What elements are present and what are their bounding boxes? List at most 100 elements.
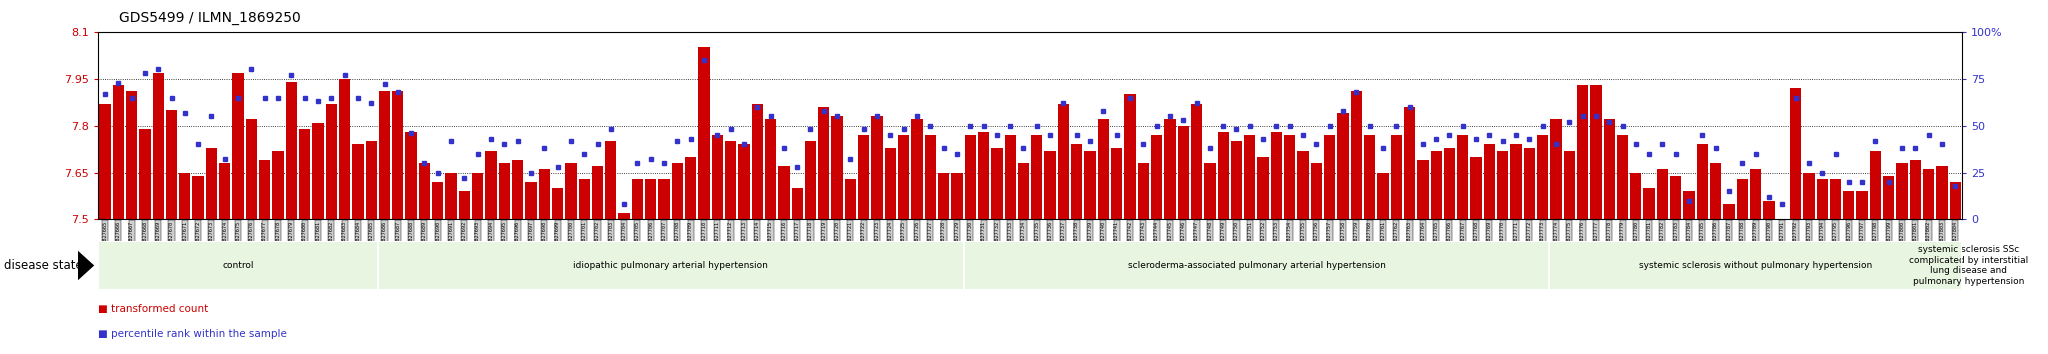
Bar bbox=[1270, 132, 1282, 219]
Text: GDS5499 / ILMN_1869250: GDS5499 / ILMN_1869250 bbox=[119, 11, 301, 25]
Bar bbox=[897, 135, 909, 219]
Bar bbox=[285, 82, 297, 219]
Bar bbox=[1737, 179, 1749, 219]
Bar bbox=[1364, 135, 1376, 219]
Bar bbox=[870, 116, 883, 219]
Bar bbox=[1563, 151, 1575, 219]
Bar bbox=[1669, 176, 1681, 219]
Bar bbox=[938, 172, 950, 219]
Text: systemic sclerosis SSc
complicated by interstitial
lung disease and
pulmonary hy: systemic sclerosis SSc complicated by in… bbox=[1909, 245, 2028, 286]
Bar bbox=[924, 135, 936, 219]
Bar bbox=[657, 179, 670, 219]
Bar bbox=[418, 163, 430, 219]
Bar bbox=[977, 132, 989, 219]
Bar bbox=[1391, 135, 1403, 219]
Bar bbox=[1882, 176, 1894, 219]
Bar bbox=[1350, 91, 1362, 219]
Bar bbox=[1577, 85, 1589, 219]
Bar bbox=[1509, 144, 1522, 219]
Bar bbox=[1630, 172, 1642, 219]
Bar bbox=[778, 166, 791, 219]
Bar bbox=[604, 141, 616, 219]
Bar bbox=[1710, 163, 1722, 219]
Bar bbox=[377, 241, 963, 290]
Bar bbox=[1083, 151, 1096, 219]
Bar bbox=[1896, 163, 1909, 219]
Bar bbox=[1616, 135, 1628, 219]
Bar bbox=[299, 129, 311, 219]
Text: systemic sclerosis without pulmonary hypertension: systemic sclerosis without pulmonary hyp… bbox=[1638, 261, 1872, 270]
Bar bbox=[1604, 119, 1616, 219]
Bar bbox=[1284, 135, 1296, 219]
Bar bbox=[1749, 170, 1761, 219]
Bar bbox=[1257, 157, 1270, 219]
Bar bbox=[1829, 179, 1841, 219]
Bar bbox=[1151, 135, 1163, 219]
Bar bbox=[1935, 166, 1948, 219]
Bar bbox=[725, 141, 737, 219]
Text: ■ transformed count: ■ transformed count bbox=[98, 304, 209, 314]
Bar bbox=[1696, 144, 1708, 219]
Bar bbox=[459, 191, 471, 219]
Bar bbox=[578, 179, 590, 219]
Bar bbox=[1137, 163, 1149, 219]
Bar bbox=[1776, 219, 1788, 235]
Bar bbox=[1950, 182, 1962, 219]
Bar bbox=[1110, 148, 1122, 219]
Bar bbox=[246, 119, 258, 219]
Bar bbox=[1044, 151, 1057, 219]
Bar bbox=[231, 73, 244, 219]
Bar bbox=[1311, 163, 1323, 219]
Bar bbox=[1642, 188, 1655, 219]
Bar bbox=[1231, 141, 1243, 219]
Bar bbox=[379, 91, 391, 219]
Bar bbox=[391, 91, 403, 219]
Bar bbox=[1550, 119, 1563, 219]
Bar bbox=[963, 241, 1548, 290]
Bar bbox=[737, 144, 750, 219]
Bar bbox=[1403, 107, 1415, 219]
Bar bbox=[1430, 151, 1442, 219]
Bar bbox=[1296, 151, 1309, 219]
Bar bbox=[618, 213, 631, 219]
Polygon shape bbox=[78, 251, 94, 280]
Bar bbox=[524, 182, 537, 219]
Text: scleroderma-associated pulmonary arterial hypertension: scleroderma-associated pulmonary arteria… bbox=[1128, 261, 1384, 270]
Bar bbox=[311, 122, 324, 219]
Bar bbox=[326, 104, 338, 219]
Bar bbox=[752, 104, 764, 219]
Bar bbox=[684, 157, 696, 219]
Bar bbox=[1962, 241, 1974, 290]
Bar bbox=[512, 160, 524, 219]
Bar bbox=[1763, 201, 1776, 219]
Bar bbox=[817, 107, 829, 219]
Bar bbox=[539, 170, 551, 219]
Bar bbox=[698, 47, 711, 219]
Bar bbox=[592, 166, 604, 219]
Text: control: control bbox=[223, 261, 254, 270]
Bar bbox=[98, 241, 377, 290]
Text: disease state: disease state bbox=[4, 259, 82, 272]
Bar bbox=[1190, 104, 1202, 219]
Bar bbox=[764, 119, 776, 219]
Bar bbox=[352, 144, 365, 219]
Bar bbox=[178, 172, 190, 219]
Bar bbox=[113, 85, 125, 219]
Bar bbox=[711, 135, 723, 219]
Bar bbox=[1004, 135, 1016, 219]
Bar bbox=[1817, 179, 1829, 219]
Bar bbox=[911, 119, 924, 219]
Bar bbox=[672, 163, 684, 219]
Bar bbox=[1323, 135, 1335, 219]
Bar bbox=[152, 73, 164, 219]
Bar bbox=[365, 141, 377, 219]
Bar bbox=[98, 104, 111, 219]
Bar bbox=[1483, 144, 1495, 219]
Bar bbox=[432, 182, 444, 219]
Bar bbox=[1722, 204, 1735, 219]
Bar bbox=[831, 116, 844, 219]
Bar bbox=[631, 179, 643, 219]
Bar bbox=[219, 163, 231, 219]
Bar bbox=[1589, 85, 1602, 219]
Bar bbox=[166, 110, 178, 219]
